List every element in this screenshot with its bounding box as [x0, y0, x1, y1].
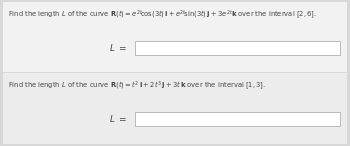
Text: Find the length $L$ of the curve $\mathbf{R}(t) = e^{2t}\!\cos(3t)\,\mathbf{i} +: Find the length $L$ of the curve $\mathb… — [8, 8, 316, 21]
FancyBboxPatch shape — [135, 112, 340, 126]
Text: Find the length $L$ of the curve $\mathbf{R}(t) = t^2\,\mathbf{i} + 2t^3\,\mathb: Find the length $L$ of the curve $\mathb… — [8, 80, 266, 92]
FancyBboxPatch shape — [3, 73, 347, 144]
FancyBboxPatch shape — [135, 41, 340, 55]
FancyBboxPatch shape — [3, 2, 347, 72]
Text: $L\ =$: $L\ =$ — [110, 113, 128, 124]
Text: $L\ =$: $L\ =$ — [110, 42, 128, 53]
